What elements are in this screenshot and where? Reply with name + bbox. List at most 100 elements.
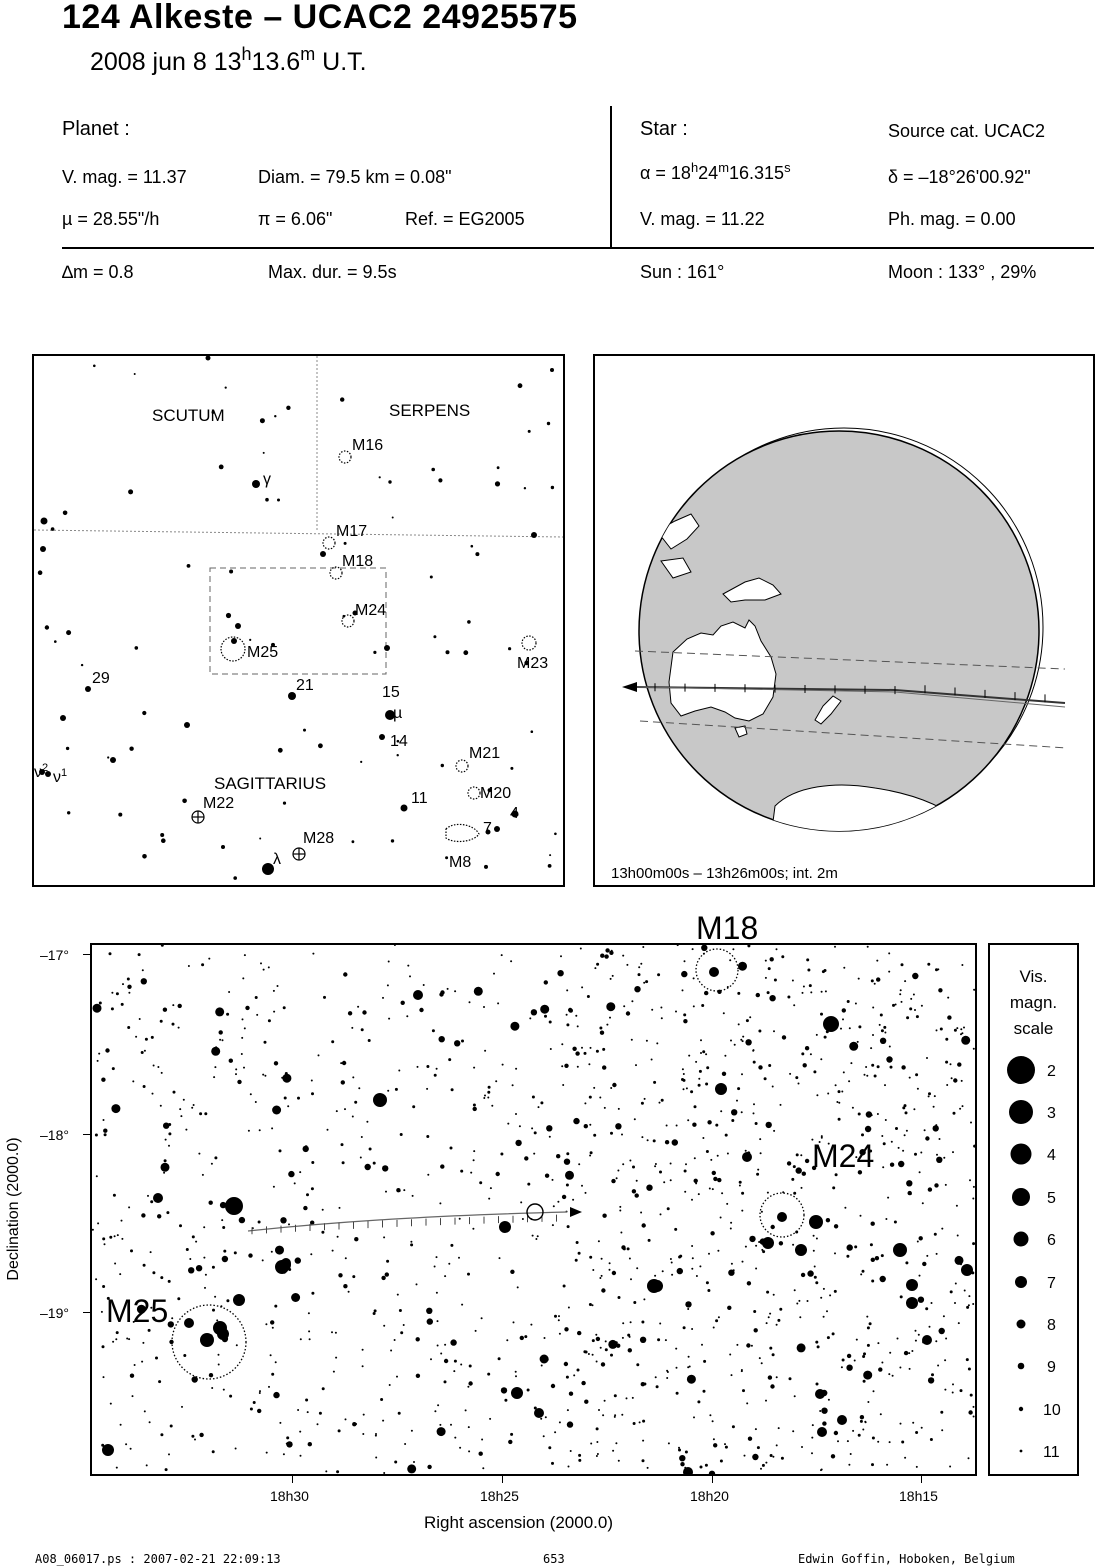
detail-star	[867, 1401, 870, 1403]
detail-star	[422, 984, 425, 986]
detail-star	[804, 1046, 810, 1051]
detail-star	[959, 1389, 963, 1393]
detail-star	[866, 1074, 869, 1077]
detail-star	[905, 1129, 908, 1132]
detail-star	[717, 1249, 720, 1252]
detail-star	[602, 1047, 606, 1051]
detail-star	[747, 1436, 753, 1441]
detail-star	[622, 1163, 625, 1166]
detail-star	[877, 1342, 880, 1345]
detail-star	[150, 1306, 153, 1309]
detail-star	[727, 1305, 732, 1310]
detail-star	[479, 1181, 483, 1185]
detail-star	[450, 1243, 454, 1247]
cluster-m21	[455, 759, 469, 773]
detail-star	[101, 1077, 106, 1082]
detail-star	[394, 1087, 398, 1091]
detail-star	[621, 1245, 626, 1250]
detail-star	[893, 1220, 897, 1224]
detail-star	[724, 1054, 727, 1057]
detail-star	[782, 1191, 785, 1194]
label-nu1: ν1	[53, 767, 67, 786]
detail-star	[872, 1034, 874, 1036]
detail-star	[763, 1077, 767, 1081]
detail-star	[98, 1001, 102, 1005]
detail-star	[589, 1046, 592, 1049]
detail-star	[660, 1098, 664, 1102]
detail-star	[699, 1465, 703, 1469]
detail-star	[614, 1414, 617, 1417]
detail-star	[849, 1041, 859, 1051]
detail-star	[214, 1066, 217, 1069]
detail-star	[334, 1331, 337, 1334]
detail-star	[572, 1046, 577, 1051]
detail-star	[115, 1338, 118, 1341]
detail-star	[426, 1065, 430, 1068]
detail-star	[415, 1337, 420, 1342]
detail-star	[459, 1446, 462, 1449]
detail-star	[876, 959, 879, 962]
detail-star	[172, 1004, 175, 1007]
detail-star	[820, 990, 823, 993]
detail-star	[140, 978, 147, 985]
detail-star	[900, 1000, 903, 1003]
finder-star	[182, 798, 187, 804]
detail-star	[160, 943, 164, 947]
detail-star	[600, 1257, 603, 1260]
detail-star	[836, 1101, 839, 1103]
detail-star	[544, 1014, 547, 1018]
tasmania	[734, 725, 748, 738]
finder-star	[224, 386, 227, 389]
planet-heading: Planet :	[62, 118, 130, 140]
detail-star	[343, 1284, 348, 1289]
detail-star	[180, 1115, 183, 1118]
detail-star	[901, 1065, 906, 1070]
detail-star	[141, 1360, 144, 1363]
detail-star	[700, 1052, 702, 1054]
detail-star	[234, 1447, 237, 1450]
detail-star	[899, 989, 902, 992]
detail-star	[164, 1138, 167, 1141]
detail-star	[626, 1247, 630, 1251]
detail-star	[772, 1293, 775, 1296]
detail-star	[102, 1285, 106, 1288]
detail-star	[299, 1338, 302, 1341]
detail-star	[386, 984, 389, 987]
finder-star	[62, 510, 68, 516]
detail-star	[168, 1123, 172, 1126]
detail-star	[957, 1062, 962, 1067]
detail-star	[233, 1294, 245, 1306]
detail-star	[600, 953, 605, 958]
detail-star	[141, 1213, 146, 1218]
detail-star	[698, 1077, 701, 1080]
detail-star	[611, 974, 614, 977]
detail-star	[606, 1002, 616, 1012]
finder-star	[184, 722, 190, 728]
detail-star	[793, 1395, 796, 1398]
detail-star	[199, 1112, 203, 1116]
label-m21: M21	[469, 745, 500, 762]
detail-star	[240, 1053, 243, 1055]
detail-star	[641, 1223, 646, 1228]
detail-star	[854, 1002, 857, 1005]
globe-frame: 13h00m00s – 13h26m00s; int. 2m	[593, 354, 1095, 887]
detail-star	[888, 970, 891, 973]
detail-star	[603, 1106, 606, 1109]
cluster-m16	[338, 450, 352, 464]
legend-dot-4	[1010, 1143, 1032, 1165]
detail-star	[679, 1254, 683, 1258]
detail-star	[436, 1427, 446, 1437]
detail-star	[291, 1293, 301, 1302]
detail-star	[960, 1028, 963, 1031]
detail-star	[863, 1073, 866, 1076]
central-line-ticks	[654, 683, 1046, 703]
detail-star	[838, 1101, 841, 1104]
detail-star	[177, 1026, 180, 1029]
detail-star	[372, 1161, 376, 1165]
detail-star	[861, 1133, 864, 1137]
detail-star	[406, 1015, 409, 1018]
detail-star	[712, 1326, 715, 1329]
detail-star	[312, 952, 315, 955]
detail-star	[671, 1139, 678, 1146]
detail-star	[691, 1198, 693, 1201]
